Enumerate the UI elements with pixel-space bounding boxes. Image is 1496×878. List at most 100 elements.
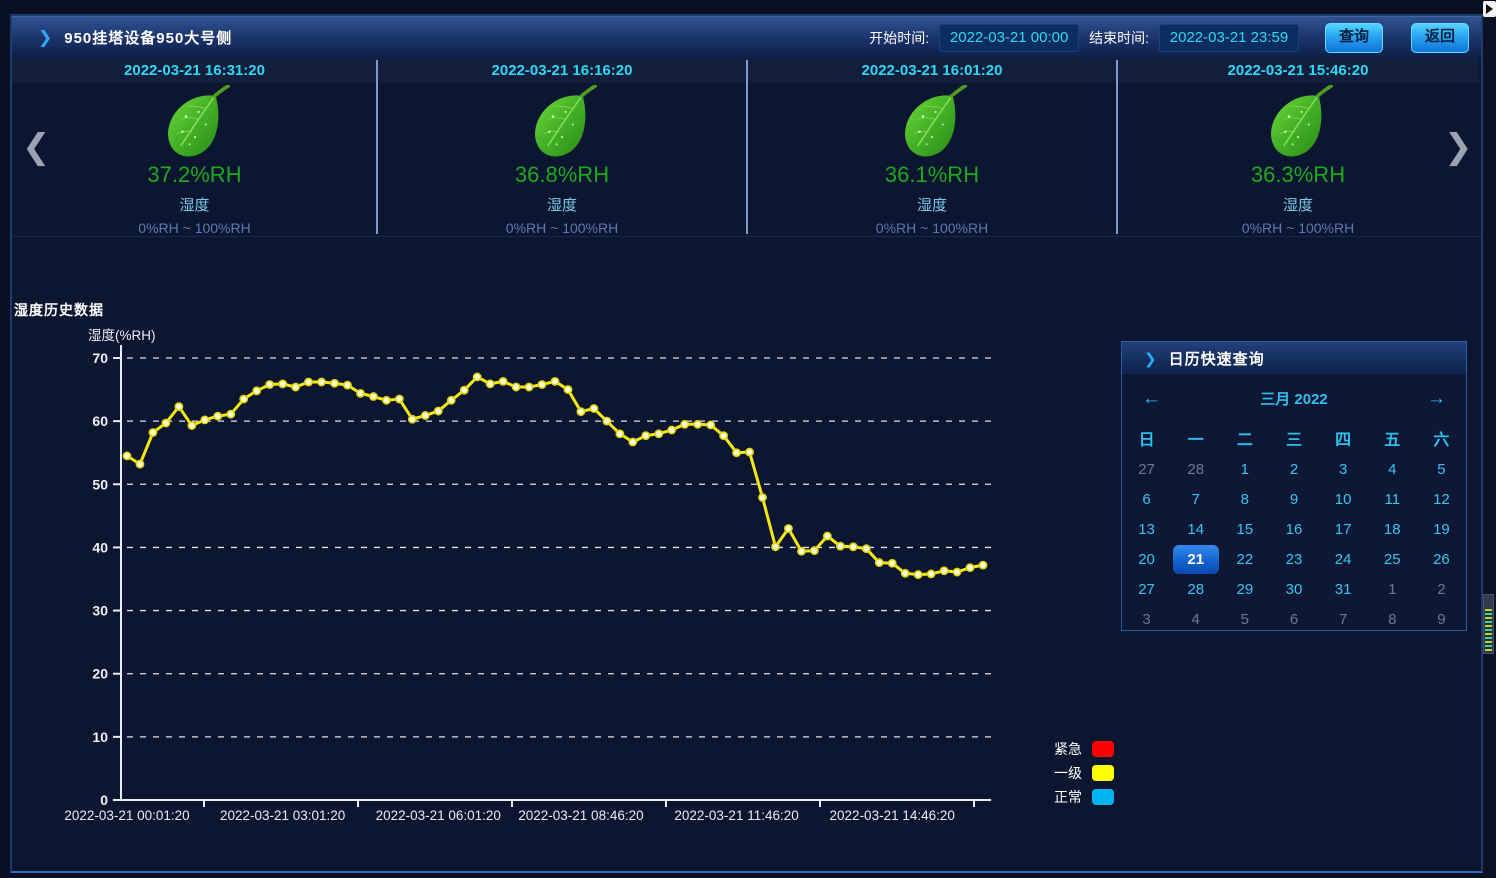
calendar-day[interactable]: 22 (1236, 550, 1254, 568)
calendar-day[interactable]: 28 (1187, 580, 1205, 598)
calendar-chevron-icon: ❯ (1144, 350, 1157, 368)
data-point (226, 409, 236, 419)
x-tick-label: 2022-03-21 00:01:20 (64, 808, 189, 823)
legend-swatch (1092, 765, 1114, 781)
data-point (239, 394, 249, 404)
leaf-icon (165, 84, 230, 158)
calendar-day[interactable]: 30 (1285, 580, 1303, 598)
calendar-day[interactable]: 12 (1433, 490, 1450, 508)
data-point (939, 566, 949, 576)
data-point (680, 419, 690, 429)
scrollbar-stripes (1485, 609, 1492, 651)
calendar-day[interactable]: 2 (1289, 460, 1299, 478)
scrollbar-track[interactable] (1483, 0, 1496, 878)
calendar-day[interactable]: 1 (1388, 580, 1397, 598)
calendar-day[interactable]: 28 (1187, 460, 1205, 478)
calendar-day[interactable]: 25 (1383, 550, 1401, 568)
data-point (589, 404, 599, 413)
data-point (965, 563, 975, 573)
calendar-day[interactable]: 9 (1289, 490, 1299, 508)
calendar-next-month-arrow[interactable]: → (1427, 388, 1446, 409)
legend-swatch (1092, 789, 1114, 805)
data-point (537, 380, 547, 389)
card-timestamp: 2022-03-21 16:01:20 (861, 61, 1003, 79)
calendar-prev-month-arrow[interactable]: ← (1142, 388, 1161, 409)
calendar-weekday-row: 日一二三四五六 (1122, 426, 1466, 450)
calendar-weekday: 三 (1285, 432, 1302, 449)
data-point (356, 388, 365, 398)
data-point (550, 376, 560, 386)
calendar-day[interactable]: 3 (1338, 460, 1348, 478)
calendar-day[interactable]: 24 (1334, 550, 1352, 568)
data-point (835, 541, 845, 551)
calendar-day[interactable]: 20 (1138, 550, 1155, 568)
card-time-band: 2022-03-21 16:16:20 (377, 58, 747, 83)
calendar-day[interactable]: 23 (1285, 550, 1303, 568)
calendar-day[interactable]: 4 (1388, 460, 1397, 478)
legend-item: 正常 (1038, 789, 1114, 805)
data-point (576, 407, 586, 417)
calendar-day-selected[interactable]: 21 (1171, 544, 1220, 574)
calendar-day[interactable]: 27 (1138, 580, 1155, 598)
calendar-weekday: 二 (1236, 432, 1253, 449)
legend-label: 紧急 (1054, 741, 1082, 757)
calendar-day[interactable]: 7 (1338, 610, 1348, 628)
humidity-value: 36.1%RH (884, 162, 980, 187)
end-time-input[interactable]: 2022-03-21 23:59 (1159, 23, 1299, 52)
data-point (602, 416, 612, 426)
carousel-next-arrow[interactable]: ❯ (1444, 128, 1473, 166)
calendar-day[interactable]: 1 (1240, 460, 1250, 478)
calendar-day[interactable]: 27 (1138, 460, 1155, 478)
calendar-day[interactable]: 6 (1289, 610, 1299, 628)
calendar-day[interactable]: 6 (1142, 490, 1151, 508)
calendar-day[interactable]: 5 (1437, 460, 1446, 478)
y-tick-label: 60 (92, 413, 108, 429)
calendar-day[interactable]: 19 (1433, 520, 1450, 538)
calendar-day[interactable]: 15 (1236, 520, 1254, 538)
data-point (615, 429, 625, 439)
calendar-title: 日历快速查询 (1168, 351, 1265, 368)
query-button[interactable]: 查询 (1325, 22, 1383, 53)
data-point (459, 385, 469, 395)
back-button[interactable]: 返回 (1411, 22, 1469, 53)
data-point (317, 377, 326, 387)
sensor-card: 2022-03-21 15:46:20 36.3%RH 湿度 0%RH ~ 10… (1117, 58, 1479, 236)
sensor-card: 2022-03-21 16:01:20 36.1%RH 湿度 0%RH ~ 10… (747, 58, 1117, 236)
calendar-header: ❯ 日历快速查询 (1122, 342, 1466, 376)
calendar-day[interactable]: 10 (1334, 490, 1352, 508)
data-point (407, 414, 417, 424)
humidity-label: 湿度 (546, 197, 577, 214)
calendar-day[interactable]: 14 (1187, 520, 1205, 538)
x-tick-label: 2022-03-21 03:01:20 (220, 808, 345, 823)
calendar-week-row: 3 4 5 6 7 8 9 (1122, 604, 1466, 634)
play-marker-icon[interactable] (1483, 1, 1496, 17)
calendar-day[interactable]: 8 (1388, 610, 1397, 628)
leaf-icon (903, 84, 968, 158)
humidity-range: 0%RH ~ 100%RH (505, 220, 619, 236)
calendar-day[interactable]: 9 (1437, 610, 1446, 628)
calendar-day[interactable]: 31 (1334, 580, 1352, 598)
calendar-day[interactable]: 26 (1433, 550, 1450, 568)
calendar-day[interactable]: 29 (1236, 580, 1254, 598)
y-tick-label: 70 (92, 350, 108, 366)
calendar-day[interactable]: 8 (1240, 490, 1250, 508)
calendar-day[interactable]: 2 (1437, 580, 1446, 598)
calendar-day[interactable]: 17 (1334, 520, 1352, 538)
calendar-week-row: 13 14 15 16 17 18 19 (1122, 514, 1466, 544)
calendar-day[interactable]: 3 (1142, 610, 1151, 628)
calendar-day[interactable]: 7 (1191, 490, 1200, 508)
card-timestamp: 2022-03-21 15:46:20 (1227, 61, 1369, 79)
carousel-prev-arrow[interactable]: ❮ (22, 128, 51, 166)
data-point (732, 448, 741, 458)
start-time-input[interactable]: 2022-03-21 00:00 (939, 23, 1080, 52)
calendar-day[interactable]: 5 (1240, 610, 1250, 628)
calendar-day[interactable]: 4 (1191, 610, 1200, 628)
calendar-day[interactable]: 18 (1383, 520, 1401, 538)
calendar-day[interactable]: 11 (1384, 490, 1401, 508)
calendar-day[interactable]: 16 (1285, 520, 1303, 538)
data-point (693, 419, 703, 429)
card-divider (376, 60, 378, 234)
calendar-day[interactable]: 13 (1138, 520, 1155, 538)
scrollbar-thumb[interactable] (1483, 594, 1494, 654)
